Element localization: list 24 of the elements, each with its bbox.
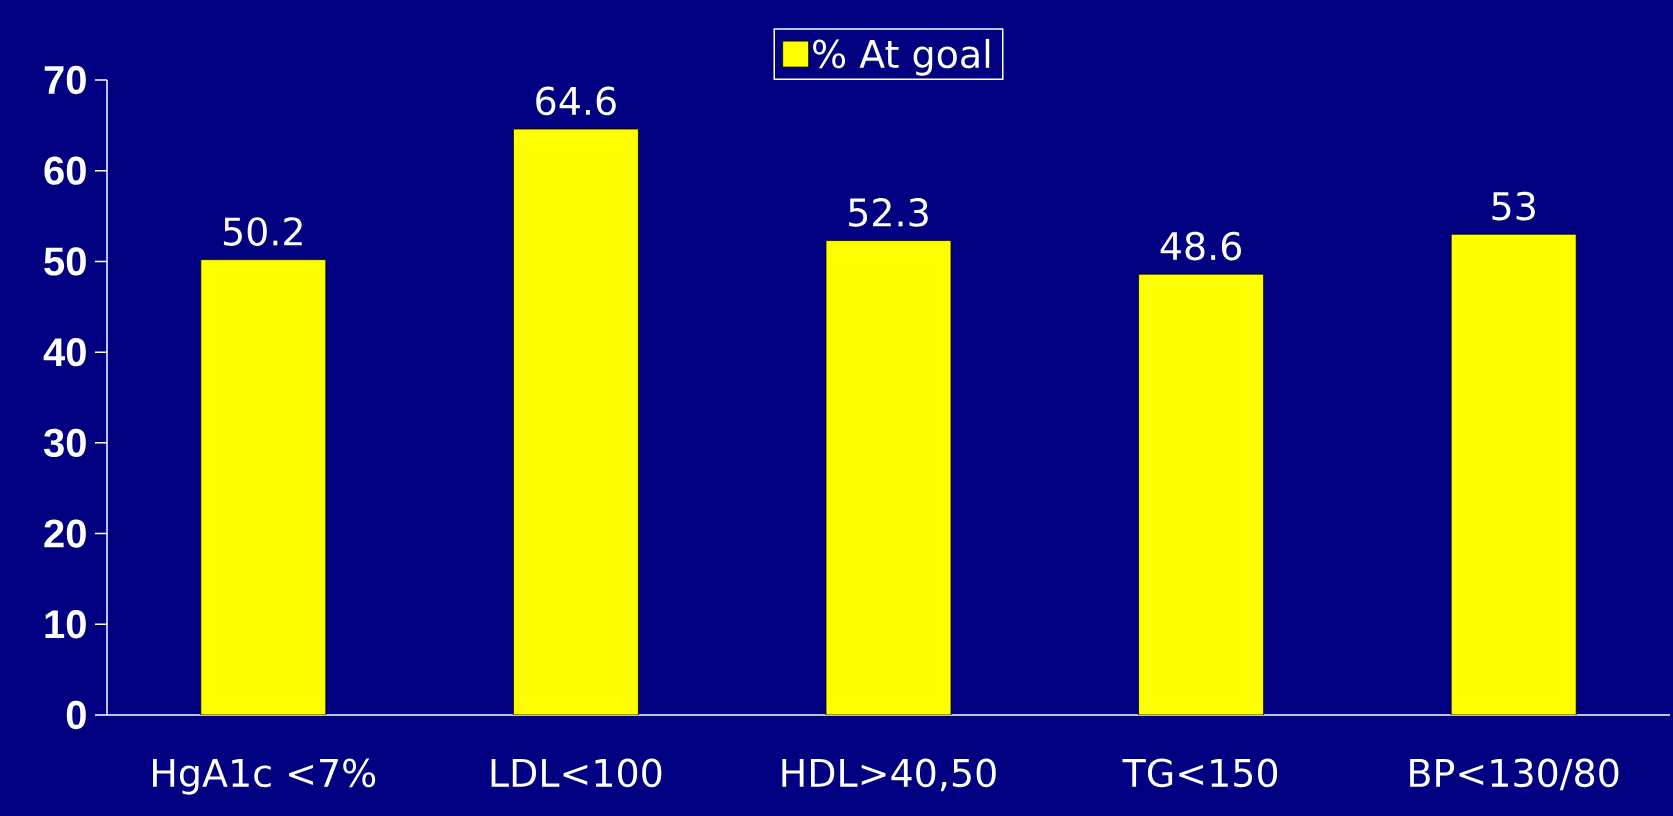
data-label: 48.6 — [1160, 231, 1241, 261]
data-label: 50.2 — [223, 217, 302, 246]
data-label: 52.3 — [849, 198, 928, 227]
x-tick-label: TG<150 — [1122, 758, 1278, 788]
y-tick-label: 60 — [44, 156, 86, 185]
data-label: 64.6 — [536, 86, 616, 116]
y-tick-label: 30 — [43, 428, 86, 458]
y-tick-label: 70 — [44, 65, 86, 95]
x-tick-label: LDL<100 — [491, 758, 662, 788]
bar — [1138, 273, 1265, 715]
y-tick-label: 0 — [66, 700, 86, 730]
y-tick-label: 10 — [45, 610, 86, 639]
y-tick-label: 50 — [44, 247, 86, 276]
x-tick-label: HgA1c <7% — [153, 758, 376, 795]
y-tick-label: 40 — [43, 337, 86, 367]
bar — [1450, 233, 1577, 715]
bar — [512, 128, 639, 715]
y-tick-label: 20 — [44, 519, 86, 548]
x-tick-label: HDL>40,50 — [782, 758, 996, 792]
x-tick-label: BP<130/80 — [1410, 758, 1619, 791]
legend-label: % At goal — [813, 38, 990, 76]
bar — [200, 259, 327, 715]
data-label: 53 — [1492, 191, 1535, 221]
bar — [825, 240, 952, 715]
